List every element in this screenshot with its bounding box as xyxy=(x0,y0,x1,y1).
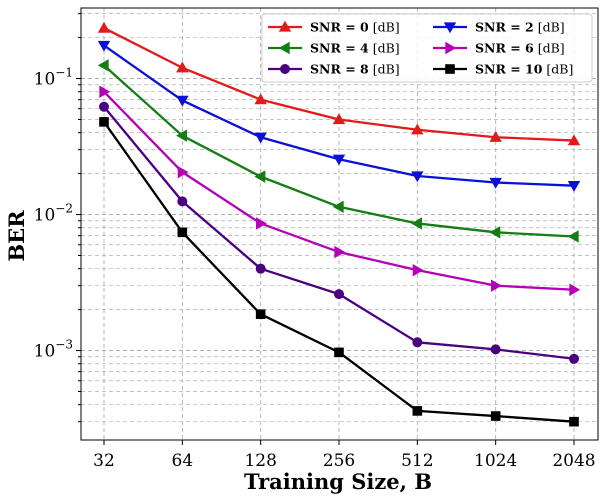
data-point xyxy=(489,177,502,189)
data-point xyxy=(412,263,424,277)
legend-label: SNR = 10 [dB] xyxy=(475,62,573,77)
y-tick-exponent: −1 xyxy=(55,66,73,80)
data-point xyxy=(490,411,501,421)
data-point xyxy=(332,154,346,166)
data-point xyxy=(569,353,579,364)
y-tick-base: 10 xyxy=(34,342,56,362)
y-tick-label: 10−2 xyxy=(34,202,73,226)
data-point xyxy=(489,226,501,239)
data-point xyxy=(411,171,424,183)
data-point xyxy=(489,131,502,142)
data-point xyxy=(411,123,424,135)
data-point xyxy=(177,196,188,207)
data-point xyxy=(256,217,267,230)
legend-label: SNR = 8 [dB] xyxy=(310,62,400,77)
data-point xyxy=(567,181,581,192)
data-point xyxy=(254,132,267,144)
series-layer xyxy=(97,21,581,427)
x-tick-label: 32 xyxy=(93,451,115,471)
x-tick-label: 1024 xyxy=(474,451,517,471)
legend-label: SNR = 0 [dB] xyxy=(310,20,400,35)
y-tick-base: 10 xyxy=(34,70,56,90)
series-snr-5 xyxy=(99,117,579,427)
legend-marker xyxy=(443,22,457,34)
data-point xyxy=(176,129,187,142)
x-tick-label: 2048 xyxy=(552,451,595,471)
legend-item: SNR = 0 [dB] xyxy=(268,20,400,35)
series-snr-0 xyxy=(97,21,581,146)
y-tick-exponent: −2 xyxy=(55,202,73,216)
data-point xyxy=(177,227,188,238)
data-point xyxy=(412,337,423,348)
y-tick-label: 10−1 xyxy=(34,66,73,90)
data-point xyxy=(569,416,579,427)
data-point xyxy=(334,347,344,358)
legend-marker xyxy=(445,64,455,74)
data-point xyxy=(97,40,111,52)
legend-marker xyxy=(278,41,290,55)
series-snr-4 xyxy=(99,101,579,364)
data-point xyxy=(99,85,111,98)
data-point xyxy=(411,217,422,230)
legend-marker xyxy=(280,64,290,74)
legend-item: SNR = 8 [dB] xyxy=(268,62,400,77)
data-point xyxy=(97,21,111,33)
data-point xyxy=(567,230,579,243)
series-snr-2 xyxy=(97,59,579,243)
legend: SNR = 0 [dB] SNR = 2 [dB] SNR = 4 [dB] SNR … xyxy=(261,13,593,83)
y-axis-title: BER xyxy=(4,210,29,262)
legend-marker xyxy=(445,41,457,55)
axis-ticks xyxy=(76,13,575,445)
legend-label: SNR = 6 [dB] xyxy=(475,41,565,56)
data-point xyxy=(99,101,109,112)
legend-item: SNR = 10 [dB] xyxy=(433,62,573,77)
x-tick-label: 256 xyxy=(323,451,355,471)
data-point xyxy=(332,113,346,125)
series-line xyxy=(103,121,575,423)
data-point xyxy=(99,117,109,127)
x-tick-label: 512 xyxy=(401,451,433,471)
legend-box xyxy=(261,13,593,83)
data-point xyxy=(255,263,266,274)
x-tick-label: 128 xyxy=(244,451,276,471)
x-tick-label: 64 xyxy=(172,451,194,471)
y-tick-base: 10 xyxy=(34,206,56,226)
data-point xyxy=(569,283,581,296)
data-point xyxy=(412,406,423,416)
legend-label: SNR = 4 [dB] xyxy=(310,41,400,56)
data-point xyxy=(332,200,344,214)
data-point xyxy=(254,93,267,105)
data-point xyxy=(97,59,109,72)
legend-item: SNR = 2 [dB] xyxy=(433,20,565,35)
series-snr-3 xyxy=(99,85,581,296)
data-point xyxy=(567,134,581,146)
x-axis-title: Training Size, B xyxy=(244,469,432,494)
legend-item: SNR = 4 [dB] xyxy=(268,41,400,56)
legend-label: SNR = 2 [dB] xyxy=(475,20,565,35)
y-tick-label: 10−3 xyxy=(34,338,73,362)
legend-item: SNR = 6 [dB] xyxy=(433,41,565,56)
series-snr-1 xyxy=(97,40,581,192)
data-point xyxy=(255,309,266,320)
data-point xyxy=(176,61,189,73)
legend-marker xyxy=(278,20,292,32)
data-point xyxy=(334,245,346,259)
data-point xyxy=(176,95,189,107)
data-point xyxy=(490,344,501,355)
y-tick-exponent: −3 xyxy=(55,338,73,352)
data-point xyxy=(177,165,189,179)
data-point xyxy=(491,279,502,292)
data-point xyxy=(334,289,344,300)
data-point xyxy=(254,170,266,183)
